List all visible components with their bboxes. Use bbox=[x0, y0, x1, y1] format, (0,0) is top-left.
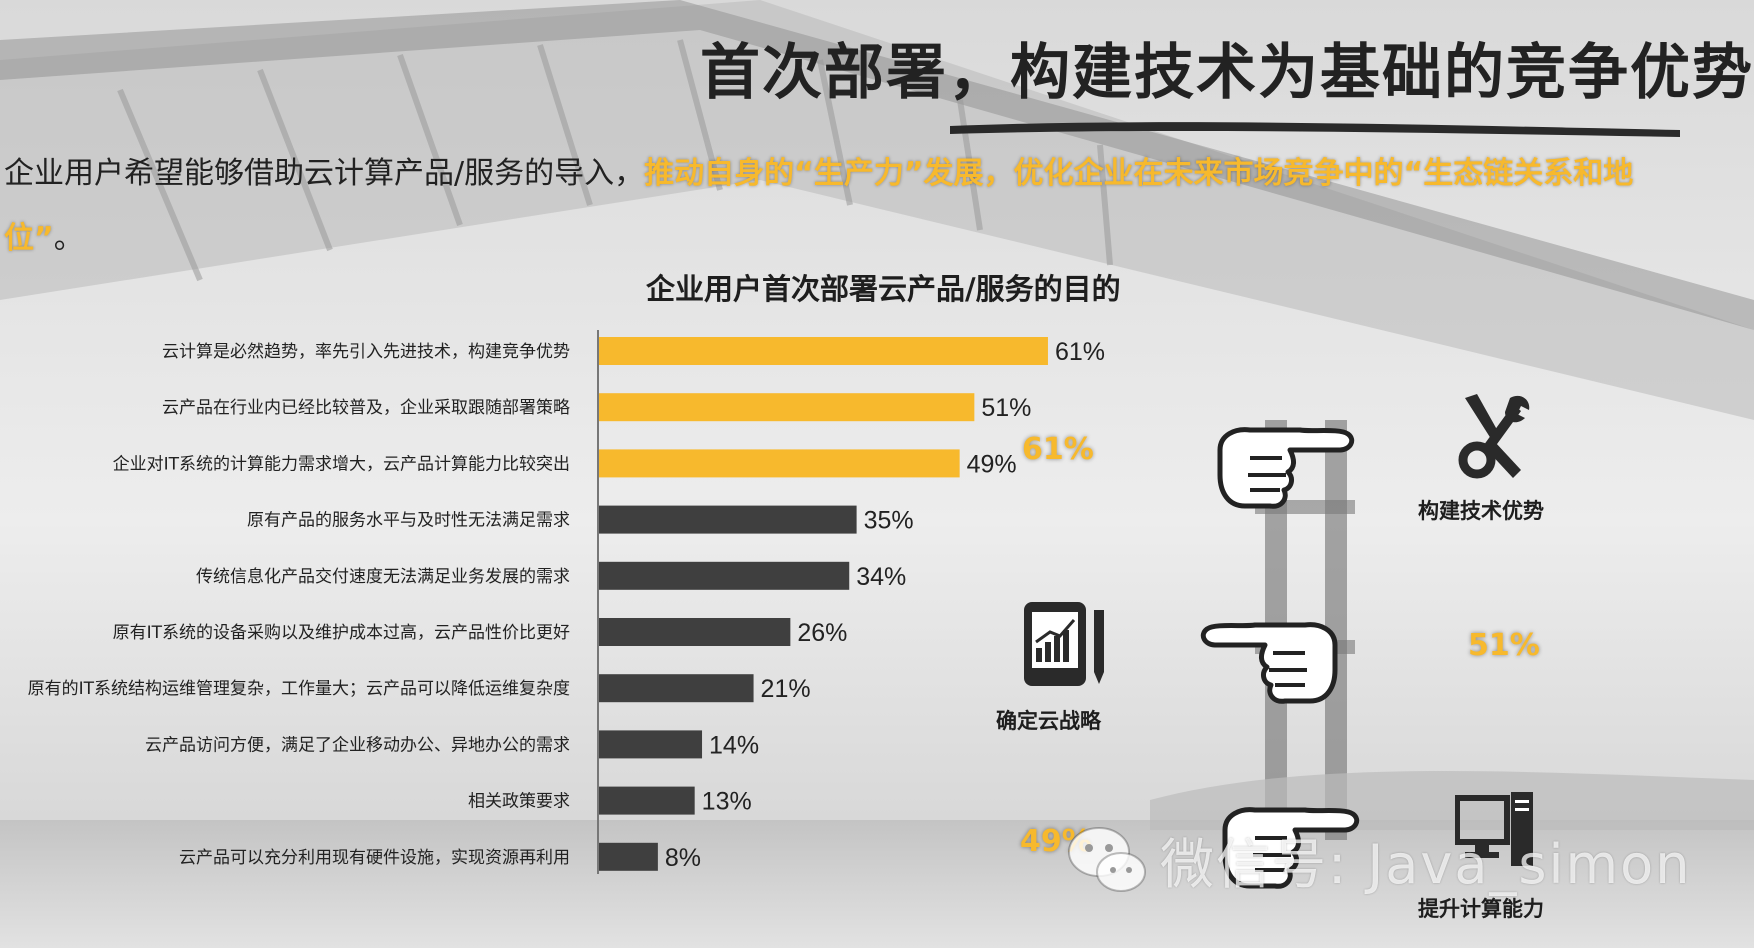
bar-5 bbox=[599, 618, 791, 646]
side-pct-51: 51% bbox=[1468, 628, 1540, 663]
bar-6 bbox=[599, 674, 754, 703]
intro-line-1: 企业用户希望能够借助云计算产品/服务的导入，推动自身的“生产力”发展，优化企业在… bbox=[4, 148, 1633, 192]
category-label-5: 原有IT系统的设备采购以及维护成本过高，云产品性价比更好 bbox=[113, 623, 570, 643]
pointing-hand-icon bbox=[1222, 807, 1360, 889]
category-label-8: 相关政策要求 bbox=[468, 792, 570, 812]
wechat-icon bbox=[1068, 827, 1146, 892]
value-label-6: 21% bbox=[761, 675, 811, 703]
bar-3 bbox=[599, 505, 857, 534]
watermark-text: 微信号: Java_simon bbox=[1160, 833, 1692, 896]
bar-7 bbox=[599, 730, 703, 759]
side-label-compute-power: 提升计算能力 bbox=[1418, 897, 1544, 921]
intro-line-2: 位”。 bbox=[4, 213, 84, 257]
value-label-1: 51% bbox=[981, 394, 1031, 422]
tablet-chart-icon bbox=[1024, 602, 1104, 686]
value-label-5: 26% bbox=[797, 619, 847, 647]
category-label-6: 原有的IT系统结构运维管理复杂，工作量大；云产品可以降低运维复杂度 bbox=[28, 679, 570, 699]
category-label-7: 云产品访问方便，满足了企业移动办公、异地办公的需求 bbox=[145, 735, 570, 755]
tools-icon bbox=[1458, 394, 1530, 479]
intro-highlight-text-2: 位” bbox=[4, 221, 54, 256]
category-label-4: 传统信息化产品交付速度无法满足业务发展的需求 bbox=[196, 567, 570, 587]
side-label-cloud-strategy: 确定云战略 bbox=[996, 709, 1101, 733]
chart-title: 企业用户首次部署云产品/服务的目的 bbox=[646, 272, 1121, 306]
value-label-3: 35% bbox=[864, 507, 914, 535]
bar-chart: 云计算是必然趋势，率先引入先进技术，构建竞争优势 61% 云产品在行业内已经比较普及… bbox=[28, 330, 1105, 874]
computer-icon bbox=[1455, 792, 1533, 866]
value-label-2: 49% bbox=[967, 450, 1017, 478]
category-label-3: 原有产品的服务水平与及时性无法满足需求 bbox=[247, 511, 570, 531]
value-label-4: 34% bbox=[856, 563, 906, 591]
value-label-9: 8% bbox=[665, 844, 701, 872]
bar-1 bbox=[599, 393, 975, 422]
pointing-hand-icon bbox=[1200, 622, 1338, 704]
side-pct-61: 61% bbox=[1022, 432, 1094, 467]
value-label-8: 13% bbox=[702, 788, 752, 816]
value-label-7: 14% bbox=[709, 731, 759, 759]
category-label-9: 云产品可以充分利用现有硬件设施，实现资源再利用 bbox=[179, 848, 570, 868]
intro-end-text: 。 bbox=[53, 221, 84, 256]
intro-highlight-text: 推动自身的“生产力”发展，优化企业在未来市场竞争中的“生态链关系和地 bbox=[644, 156, 1634, 191]
bar-9 bbox=[599, 842, 658, 871]
intro-plain-text: 企业用户希望能够借助云计算产品/服务的导入， bbox=[4, 156, 645, 191]
pointing-hand-icon bbox=[1217, 427, 1355, 509]
page-title: 首次部署，构建技术为基础的竞争优势 bbox=[700, 38, 1754, 108]
category-label-1: 云产品在行业内已经比较普及，企业采取跟随部署策略 bbox=[162, 398, 570, 418]
bar-8 bbox=[599, 786, 695, 815]
bar-4 bbox=[599, 561, 850, 590]
category-label-0: 云计算是必然趋势，率先引入先进技术，构建竞争优势 bbox=[162, 342, 570, 362]
side-label-build-advantage: 构建技术优势 bbox=[1418, 499, 1544, 523]
value-label-0: 61% bbox=[1055, 338, 1105, 366]
category-label-2: 企业对IT系统的计算能力需求增大，云产品计算能力比较突出 bbox=[113, 454, 570, 474]
bar-2 bbox=[599, 449, 960, 478]
bar-0 bbox=[599, 337, 1048, 365]
